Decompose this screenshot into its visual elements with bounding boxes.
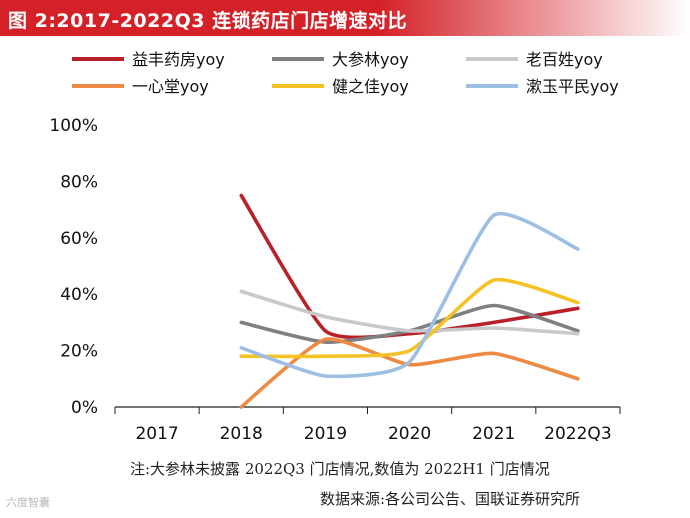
series-line-6 <box>239 211 580 379</box>
series-line-1 <box>239 193 580 340</box>
series-line-5 <box>239 277 580 359</box>
x-tick-label-2021: 2021 <box>472 424 515 444</box>
data-source: 数据来源:各公司公告、国联证券研究所 <box>320 490 581 508</box>
chart-title: 图 2:2017-2022Q3 连锁药店门店增速对比 <box>8 10 408 32</box>
legend-label-3: 老百姓yoy <box>526 50 603 69</box>
legend-label-1: 益丰药房yoy <box>132 50 225 69</box>
x-tick-label-2019: 2019 <box>304 424 347 444</box>
legend-label-5: 健之佳yoy <box>332 77 409 96</box>
x-tick-label-2017: 2017 <box>135 424 178 444</box>
legend-label-4: 一心堂yoy <box>132 77 209 96</box>
footnote: 注:大参林未披露 2022Q3 门店情况,数值为 2022H1 门店情况 <box>130 460 550 478</box>
series-line-3 <box>239 289 580 336</box>
x-tick-label-2020: 2020 <box>388 424 431 444</box>
watermark: 六度智囊 <box>6 496 50 509</box>
line-chart: 益丰药房yoy 大参林yoy 老百姓yoy 一心堂yoy 健之佳yoy 漱玉平民yoy 0%… <box>49 50 621 444</box>
series-line-2 <box>239 303 580 344</box>
y-tick-label-80: 80% <box>60 172 98 192</box>
x-tick-label-2018: 2018 <box>220 424 263 444</box>
title-background <box>0 0 690 36</box>
series-line-4 <box>239 337 580 409</box>
y-tick-label-100: 100% <box>49 116 98 136</box>
y-tick-label-20: 20% <box>60 342 98 362</box>
y-tick-label-40: 40% <box>60 285 98 305</box>
x-tick-label-2022Q3: 2022Q3 <box>544 424 611 444</box>
legend-label-6: 漱玉平民yoy <box>526 77 619 96</box>
y-tick-label-0: 0% <box>71 398 98 418</box>
y-tick-label-60: 60% <box>60 229 98 249</box>
title-bar: 图 2:2017-2022Q3 连锁药店门店增速对比 <box>0 0 690 36</box>
legend-label-2: 大参林yoy <box>332 50 409 69</box>
